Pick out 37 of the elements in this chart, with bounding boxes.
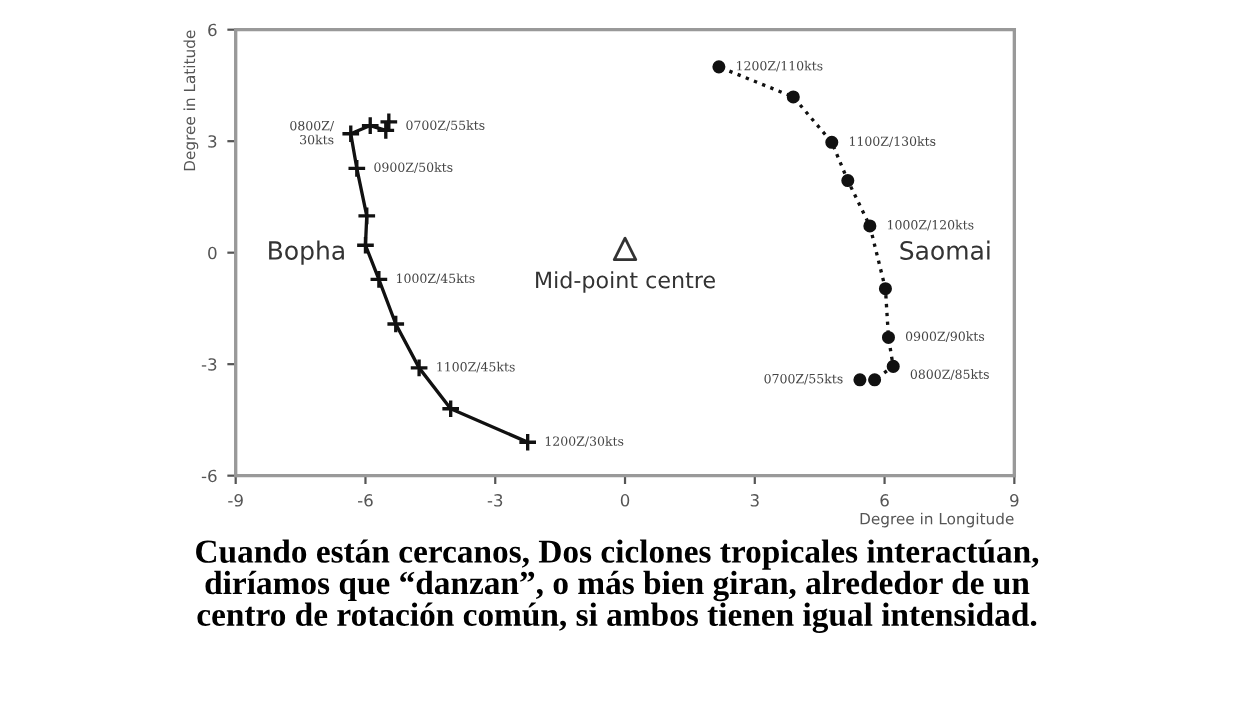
- x-tick-label: 9: [1010, 494, 1019, 507]
- y-tick-label: 3: [208, 135, 217, 148]
- point: [440, 398, 461, 419]
- point: [517, 432, 538, 453]
- point: [385, 314, 406, 335]
- point: [409, 357, 430, 378]
- point: [368, 269, 389, 290]
- y-tick-label: -3: [201, 358, 217, 371]
- point: [868, 373, 882, 387]
- x-tick-label: -9: [228, 494, 243, 507]
- point: [825, 135, 839, 149]
- point: [612, 236, 638, 262]
- point: [346, 158, 367, 179]
- point: [886, 359, 900, 373]
- point: [356, 205, 377, 226]
- y-tick-label: -6: [201, 469, 217, 483]
- x-tick-label: 6: [880, 494, 889, 507]
- y-tick-label: 6: [208, 23, 217, 37]
- point: [878, 282, 892, 296]
- point: [881, 330, 895, 344]
- text: Cuando están cercanos, Dos ciclones tropicales interactúan, diríamos que “danzan”, o más bien giran, alrededor de un centro de rotación común, si ambos tienen igual intensidad.: [196, 539, 1039, 633]
- point: [340, 123, 361, 144]
- point: [712, 60, 726, 74]
- x-tick-label: -6: [357, 494, 373, 507]
- point: [786, 90, 800, 104]
- x-tick-label: -3: [487, 494, 503, 507]
- x-tick-label: 3: [750, 494, 759, 507]
- x-tick-label: 0: [620, 494, 630, 507]
- point: [360, 115, 381, 136]
- series-label: Bopha: [269, 240, 344, 265]
- series-label: Saomai: [900, 240, 990, 260]
- y-tick-label: 0: [208, 246, 217, 260]
- series-label: Mid-point centre: [536, 271, 715, 293]
- point: [841, 174, 855, 188]
- point: [355, 235, 376, 256]
- point: [863, 219, 877, 233]
- point: [853, 373, 867, 387]
